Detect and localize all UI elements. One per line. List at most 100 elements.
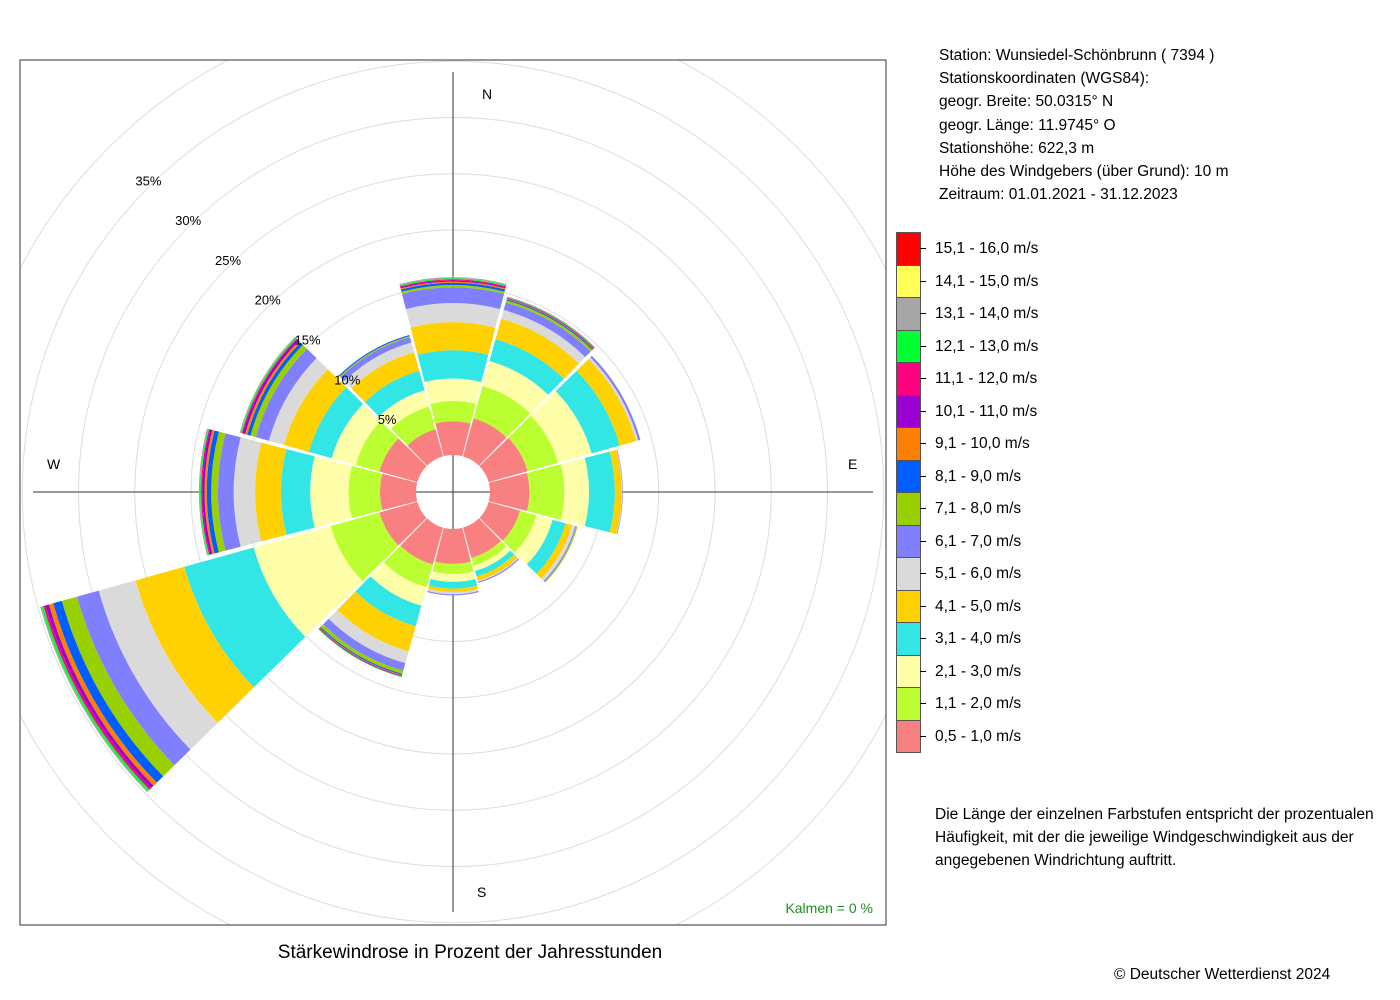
legend-item: 1,1 - 2,0 m/s (896, 687, 1096, 720)
legend-label: 0,5 - 1,0 m/s (935, 727, 1022, 745)
sector-band-0-13 (399, 277, 507, 286)
ring-label: 30% (175, 213, 201, 228)
sector-band-30-6 (503, 302, 591, 358)
sector-band-30-5 (501, 310, 586, 364)
legend-item: 2,1 - 3,0 m/s (896, 654, 1096, 687)
station-latitude: geogr. Breite: 50.0315° N (939, 93, 1114, 111)
legend-item: 7,1 - 8,0 m/s (896, 492, 1096, 525)
legend-swatch (896, 329, 921, 362)
sector-band-270-2 (310, 456, 352, 528)
legend-swatch (896, 654, 921, 687)
legend-swatch (896, 557, 921, 590)
sector-band-90-1 (526, 464, 565, 520)
sector-band-180-5 (427, 588, 479, 595)
legend-tick (920, 573, 926, 574)
north-label: N (482, 86, 492, 102)
sector-band-180-3 (428, 579, 478, 589)
sector-band-150-0 (462, 518, 501, 558)
sector-band-150-2 (473, 546, 511, 571)
speed-legend: 15,1 - 16,0 m/s 14,1 - 15,0 m/s 13,1 - 14,… (896, 232, 1096, 753)
sector-band-30-0 (462, 418, 507, 466)
legend-swatch (896, 719, 921, 753)
sector-band-60-3 (555, 370, 620, 454)
sector-band-90-3 (584, 451, 615, 533)
sector-band-0-6 (401, 287, 505, 310)
sector-band-180-1 (432, 561, 474, 575)
plot-frame (19, 59, 887, 926)
ring-label: 10% (334, 372, 360, 387)
sector-band-30-4 (495, 318, 579, 379)
ring-labels: 5% 10% 15% 20% 25% 30% 35% (135, 173, 397, 427)
sector-band-300-0 (379, 438, 427, 483)
legend-label: 14,1 - 15,0 m/s (935, 272, 1039, 290)
sector-band-270-8 (206, 430, 219, 554)
legend-label: 1,1 - 2,0 m/s (935, 695, 1022, 712)
sector-band-0-3 (417, 350, 489, 383)
east-label: E (848, 456, 857, 472)
legend-swatch (896, 687, 921, 720)
chart-title: Stärkewindrose in Prozent der Jahresstun… (277, 942, 663, 963)
grid-circles (20, 60, 886, 925)
legend-item: 13,1 - 14,0 m/s (896, 297, 1096, 330)
legend-item: 14,1 - 15,0 m/s (896, 264, 1096, 297)
legend-item: 0,5 - 1,0 m/s (896, 719, 1096, 753)
legend-item: 3,1 - 4,0 m/s (896, 622, 1096, 655)
legend-tick (920, 605, 926, 607)
calm-label: Kalmen = 0 % (785, 900, 873, 916)
sector-band-120-2 (514, 515, 553, 565)
legend-item: 12,1 - 13,0 m/s (896, 329, 1096, 362)
ring-label: 5% (378, 412, 397, 427)
legend-item: 6,1 - 7,0 m/s (896, 524, 1096, 557)
sector-band-60-1 (508, 415, 559, 472)
legend-tick (920, 735, 926, 737)
sector-band-270-7 (211, 431, 226, 553)
sector-band-240-7 (61, 596, 175, 777)
sector-band-30-1 (473, 385, 531, 438)
sector-band-330-6 (340, 337, 412, 382)
grid-circle (20, 60, 886, 925)
time-period: Zeitraum: 01.01.2021 - 31.12.2023 (939, 186, 1178, 204)
sector-band-270-11 (201, 429, 211, 555)
legend-label: 8,1 - 9,0 m/s (935, 467, 1022, 485)
legend-tick (920, 280, 926, 282)
sector-band-300-4 (284, 369, 347, 452)
sector-band-120-0 (479, 501, 521, 541)
sector-band-330-0 (407, 429, 444, 466)
sector-band-270-9 (204, 429, 215, 555)
sector-band-30-3 (489, 339, 564, 395)
legend-label: 6,1 - 7,0 m/s (935, 532, 1022, 550)
station-info: Station: Wunsiedel-Schönbrunn ( 7394 ) S… (939, 44, 1228, 206)
sector-band-330-5 (344, 342, 415, 389)
legend-label: 15,1 - 16,0 m/s (935, 240, 1039, 257)
sector-band-120-3 (526, 519, 566, 574)
legend-label: 4,1 - 5,0 m/s (935, 597, 1022, 615)
legend-swatch (896, 459, 921, 492)
sector-band-0-8 (400, 282, 506, 292)
sector-band-270-5 (233, 437, 262, 547)
legend-tick (920, 540, 926, 542)
compass-axes (33, 72, 873, 912)
sector-band-300-5 (268, 358, 328, 445)
sector-band-0-10 (400, 280, 506, 289)
legend-swatch (896, 427, 921, 460)
sector-band-60-4 (576, 358, 637, 446)
sector-band-210-6 (323, 618, 406, 671)
legend-label: 13,1 - 14,0 m/s (935, 305, 1039, 322)
legend-tick (920, 345, 926, 347)
sector-band-90-5 (616, 449, 623, 535)
sector-band-180-4 (428, 585, 478, 593)
sector-band-240-2 (253, 526, 363, 637)
legend-tick (920, 703, 926, 704)
sector-band-240-0 (379, 501, 427, 546)
sector-band-60-2 (530, 391, 592, 463)
station-coordinates-heading: Stationskoordinaten (WGS84): (939, 70, 1150, 88)
sector-band-0-1 (430, 401, 476, 424)
sector-band-90-0 (488, 472, 530, 512)
legend-swatch (896, 492, 921, 525)
sector-band-300-6 (255, 348, 317, 441)
legend-swatch (896, 232, 921, 265)
sector-band-90-6 (616, 449, 623, 535)
explanation-note: Die Länge der einzelnen Farbstufen entsp… (935, 806, 1374, 870)
sector-band-150-1 (471, 540, 507, 566)
sector-band-30-2 (482, 360, 549, 414)
